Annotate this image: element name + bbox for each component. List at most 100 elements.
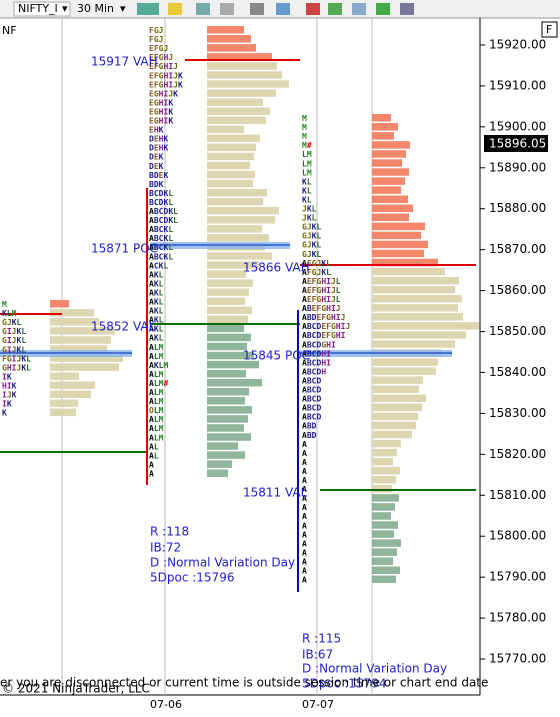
icon[interactable] [137, 3, 159, 15]
tpo-row: M [302, 132, 307, 141]
price-label: 15880.00 [489, 201, 546, 215]
tpo-row: ABCDHI [302, 358, 331, 367]
tpo-row: GIJKL [2, 336, 26, 345]
tpo-row: ABCDGHI [302, 340, 336, 349]
dropdown[interactable]: ▾ [62, 2, 68, 15]
profile-bar [50, 399, 78, 408]
profile-bar [207, 134, 260, 143]
tpo-profiles: MKLMGJKLGIJKLGIJKLGIJKLFGIJKLGHIJKLIKHIK… [2, 26, 350, 585]
price-label: 15780.00 [489, 611, 546, 625]
profile-bar [372, 466, 400, 475]
tpo-row: ALM# [149, 378, 168, 387]
tpo-row: EFGJ [149, 44, 168, 53]
icon[interactable] [352, 3, 366, 15]
profile-bar [207, 125, 244, 134]
tpo-row: HIK [2, 381, 17, 390]
profile-bar [372, 575, 396, 584]
icon[interactable] [250, 3, 264, 15]
current-price-box [484, 135, 548, 152]
tpo-row: ALM [149, 388, 164, 397]
icon[interactable] [168, 3, 182, 15]
tpo-row: AKL [149, 297, 164, 306]
price-label: 15920.00 [489, 38, 546, 52]
tpo-row: GJKL [302, 231, 321, 240]
profile-bar [207, 315, 248, 324]
icon[interactable] [276, 3, 290, 15]
tpo-row: A [302, 457, 307, 466]
icon[interactable] [220, 3, 234, 15]
profile-bar [372, 204, 413, 212]
tpo-row: ALM [149, 342, 164, 351]
profile-bar [207, 261, 259, 269]
price-label: 15850.00 [489, 324, 546, 338]
tpo-row: ABCKL [149, 252, 173, 261]
icon[interactable] [306, 3, 320, 15]
tpo-row: AKL [149, 270, 164, 279]
tpo-row: AEFGHIJL [302, 285, 341, 294]
profile-bar [207, 252, 272, 260]
tpo-row: EFGHIJK [149, 71, 183, 80]
tpo-row: FGJ [149, 26, 163, 35]
tpo-row: DEK [149, 161, 164, 170]
tpo-row: AKL [149, 324, 164, 333]
profile-bar [50, 408, 76, 417]
tpo-row: IJK [2, 390, 17, 399]
tpo-row: ABCKL [149, 243, 173, 252]
price-label: 15840.00 [489, 365, 546, 379]
price-label: 15870.00 [489, 242, 546, 256]
profile-bar [207, 35, 251, 43]
tpo-row: ABD [302, 421, 317, 430]
tpo-row: EFGHIJK [149, 80, 183, 89]
instrument-box[interactable] [13, 1, 71, 17]
profile-bar [50, 363, 119, 371]
tpo-row: EFGHIJ [149, 62, 178, 71]
profile-bar [372, 512, 391, 520]
profile-bar [50, 327, 115, 335]
tpo-row: BCDKL [149, 197, 173, 206]
tpo-row: ALM [149, 369, 164, 378]
profile-bar [50, 300, 69, 308]
profile-bar [207, 297, 245, 305]
instrument[interactable]: NIFTY_I [18, 2, 58, 15]
tpo-row: IK [2, 399, 12, 408]
profile-bar [207, 161, 250, 170]
dropdown[interactable]: ▾ [120, 2, 126, 15]
icon[interactable] [400, 3, 414, 15]
tpo-row: DEHK [149, 134, 168, 143]
profile-bar [372, 231, 421, 240]
profile-bar [372, 367, 436, 375]
tpo-row: A [302, 448, 307, 457]
tpo-row: A [302, 439, 307, 448]
profile-bar [50, 336, 111, 344]
panel-label[interactable]: F [546, 23, 552, 36]
profile-bar [372, 322, 479, 330]
annotation: 15811 VAL [243, 486, 308, 500]
profile-bar [207, 71, 282, 79]
tpo-row: A [302, 575, 307, 584]
profile-bar [50, 381, 95, 389]
profile-bar [372, 376, 423, 384]
tpo-row: A [302, 494, 307, 503]
tpo-row: ABCD [302, 376, 321, 385]
tpo-row: BDK [149, 179, 164, 188]
tpo-row: FGJ [149, 35, 163, 44]
icon[interactable] [328, 3, 342, 15]
profile-bar [50, 318, 99, 326]
panel-box[interactable] [541, 21, 558, 38]
tpo-row: ABCDEFGHIJ [302, 322, 350, 331]
interval[interactable]: 30 Min [77, 2, 114, 15]
price-label: 15810.00 [489, 488, 546, 502]
profile-bar [372, 150, 406, 158]
icon[interactable] [376, 3, 390, 15]
tpo-row: AL [149, 451, 159, 460]
tpo-row: M# [302, 141, 312, 150]
profile-bar [207, 324, 244, 333]
icon[interactable] [196, 3, 210, 15]
tpo-row: A [302, 503, 307, 512]
profile-bar [207, 26, 244, 34]
tpo-row: EGHIK [149, 98, 173, 107]
tpo-row: AKLM [149, 360, 168, 369]
profile-bar [207, 415, 248, 423]
session-day-type: D :Normal Variation Day [150, 556, 295, 570]
